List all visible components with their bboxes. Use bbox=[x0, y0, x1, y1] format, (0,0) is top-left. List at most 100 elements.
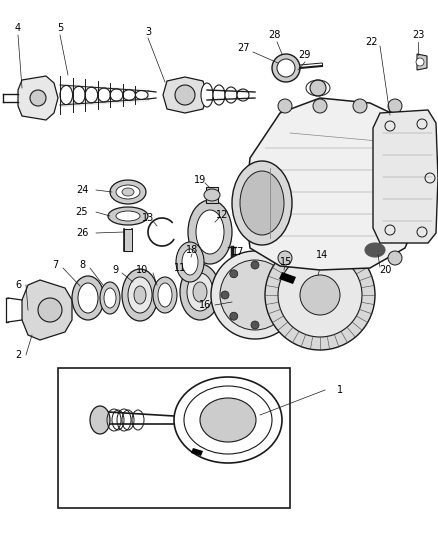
Ellipse shape bbox=[188, 200, 232, 264]
Circle shape bbox=[230, 312, 238, 320]
Text: 5: 5 bbox=[57, 23, 63, 33]
Ellipse shape bbox=[187, 273, 213, 311]
Circle shape bbox=[313, 99, 327, 113]
Ellipse shape bbox=[204, 189, 220, 201]
Ellipse shape bbox=[72, 276, 104, 320]
Ellipse shape bbox=[220, 260, 290, 330]
Polygon shape bbox=[373, 110, 438, 243]
Ellipse shape bbox=[110, 180, 146, 204]
Text: 6: 6 bbox=[15, 280, 21, 290]
Ellipse shape bbox=[116, 211, 140, 221]
Text: 20: 20 bbox=[379, 265, 391, 275]
Text: 13: 13 bbox=[142, 213, 154, 223]
Ellipse shape bbox=[98, 88, 110, 102]
Polygon shape bbox=[18, 76, 58, 120]
Text: 26: 26 bbox=[76, 228, 88, 238]
Polygon shape bbox=[22, 280, 72, 340]
Ellipse shape bbox=[134, 286, 146, 304]
Bar bbox=[206, 187, 218, 203]
Circle shape bbox=[272, 54, 300, 82]
Ellipse shape bbox=[100, 282, 120, 314]
Text: 2: 2 bbox=[15, 350, 21, 360]
Ellipse shape bbox=[200, 398, 256, 442]
Text: 3: 3 bbox=[145, 27, 151, 37]
Text: 7: 7 bbox=[52, 260, 58, 270]
Ellipse shape bbox=[78, 283, 98, 313]
Ellipse shape bbox=[237, 89, 249, 101]
Text: 9: 9 bbox=[112, 265, 118, 275]
Polygon shape bbox=[417, 54, 427, 70]
Text: 19: 19 bbox=[194, 175, 206, 185]
Ellipse shape bbox=[90, 406, 110, 434]
Text: 15: 15 bbox=[280, 257, 292, 267]
Circle shape bbox=[277, 59, 295, 77]
Ellipse shape bbox=[104, 288, 116, 308]
Ellipse shape bbox=[85, 87, 98, 103]
Text: 25: 25 bbox=[76, 207, 88, 217]
Text: 16: 16 bbox=[199, 300, 211, 310]
Ellipse shape bbox=[180, 264, 220, 320]
Ellipse shape bbox=[196, 210, 224, 254]
Ellipse shape bbox=[213, 85, 225, 105]
Polygon shape bbox=[163, 77, 207, 113]
Ellipse shape bbox=[60, 85, 73, 104]
Ellipse shape bbox=[38, 298, 62, 322]
Ellipse shape bbox=[116, 185, 140, 199]
Circle shape bbox=[272, 270, 280, 278]
Ellipse shape bbox=[193, 282, 207, 302]
Circle shape bbox=[221, 291, 229, 299]
Circle shape bbox=[251, 321, 259, 329]
Polygon shape bbox=[191, 448, 203, 456]
Ellipse shape bbox=[300, 275, 340, 315]
Bar bbox=[58, 368, 290, 508]
Ellipse shape bbox=[122, 188, 134, 196]
Text: 4: 4 bbox=[15, 23, 21, 33]
Ellipse shape bbox=[211, 251, 299, 339]
Ellipse shape bbox=[123, 90, 135, 100]
Ellipse shape bbox=[135, 91, 148, 100]
Text: 1: 1 bbox=[337, 385, 343, 395]
Ellipse shape bbox=[122, 269, 158, 321]
Ellipse shape bbox=[128, 277, 152, 313]
Ellipse shape bbox=[201, 83, 213, 107]
Circle shape bbox=[278, 99, 292, 113]
Ellipse shape bbox=[240, 171, 284, 235]
Text: 17: 17 bbox=[232, 247, 244, 257]
Ellipse shape bbox=[232, 161, 292, 245]
Circle shape bbox=[278, 251, 292, 265]
Text: 22: 22 bbox=[366, 37, 378, 47]
Ellipse shape bbox=[108, 207, 148, 225]
Ellipse shape bbox=[175, 85, 195, 105]
Ellipse shape bbox=[153, 277, 177, 313]
Polygon shape bbox=[245, 98, 425, 270]
Text: 14: 14 bbox=[316, 250, 328, 260]
Ellipse shape bbox=[365, 243, 385, 257]
Ellipse shape bbox=[265, 240, 375, 350]
Bar bbox=[124, 229, 132, 251]
Text: 11: 11 bbox=[174, 263, 186, 273]
Polygon shape bbox=[279, 272, 296, 284]
Ellipse shape bbox=[278, 253, 362, 337]
Text: 12: 12 bbox=[216, 210, 228, 220]
Text: 29: 29 bbox=[298, 50, 310, 60]
Ellipse shape bbox=[176, 242, 204, 282]
Circle shape bbox=[310, 80, 326, 96]
Circle shape bbox=[281, 291, 289, 299]
Circle shape bbox=[272, 312, 280, 320]
Text: 10: 10 bbox=[136, 265, 148, 275]
Text: 27: 27 bbox=[238, 43, 250, 53]
Circle shape bbox=[251, 261, 259, 269]
Ellipse shape bbox=[73, 86, 85, 104]
Circle shape bbox=[388, 99, 402, 113]
Text: 28: 28 bbox=[268, 30, 280, 40]
Ellipse shape bbox=[30, 90, 46, 106]
Ellipse shape bbox=[110, 89, 123, 101]
Text: 8: 8 bbox=[79, 260, 85, 270]
Circle shape bbox=[388, 251, 402, 265]
Text: 23: 23 bbox=[412, 30, 424, 40]
Ellipse shape bbox=[225, 87, 237, 103]
Circle shape bbox=[230, 270, 238, 278]
Text: 24: 24 bbox=[76, 185, 88, 195]
Circle shape bbox=[353, 99, 367, 113]
Ellipse shape bbox=[182, 249, 198, 275]
